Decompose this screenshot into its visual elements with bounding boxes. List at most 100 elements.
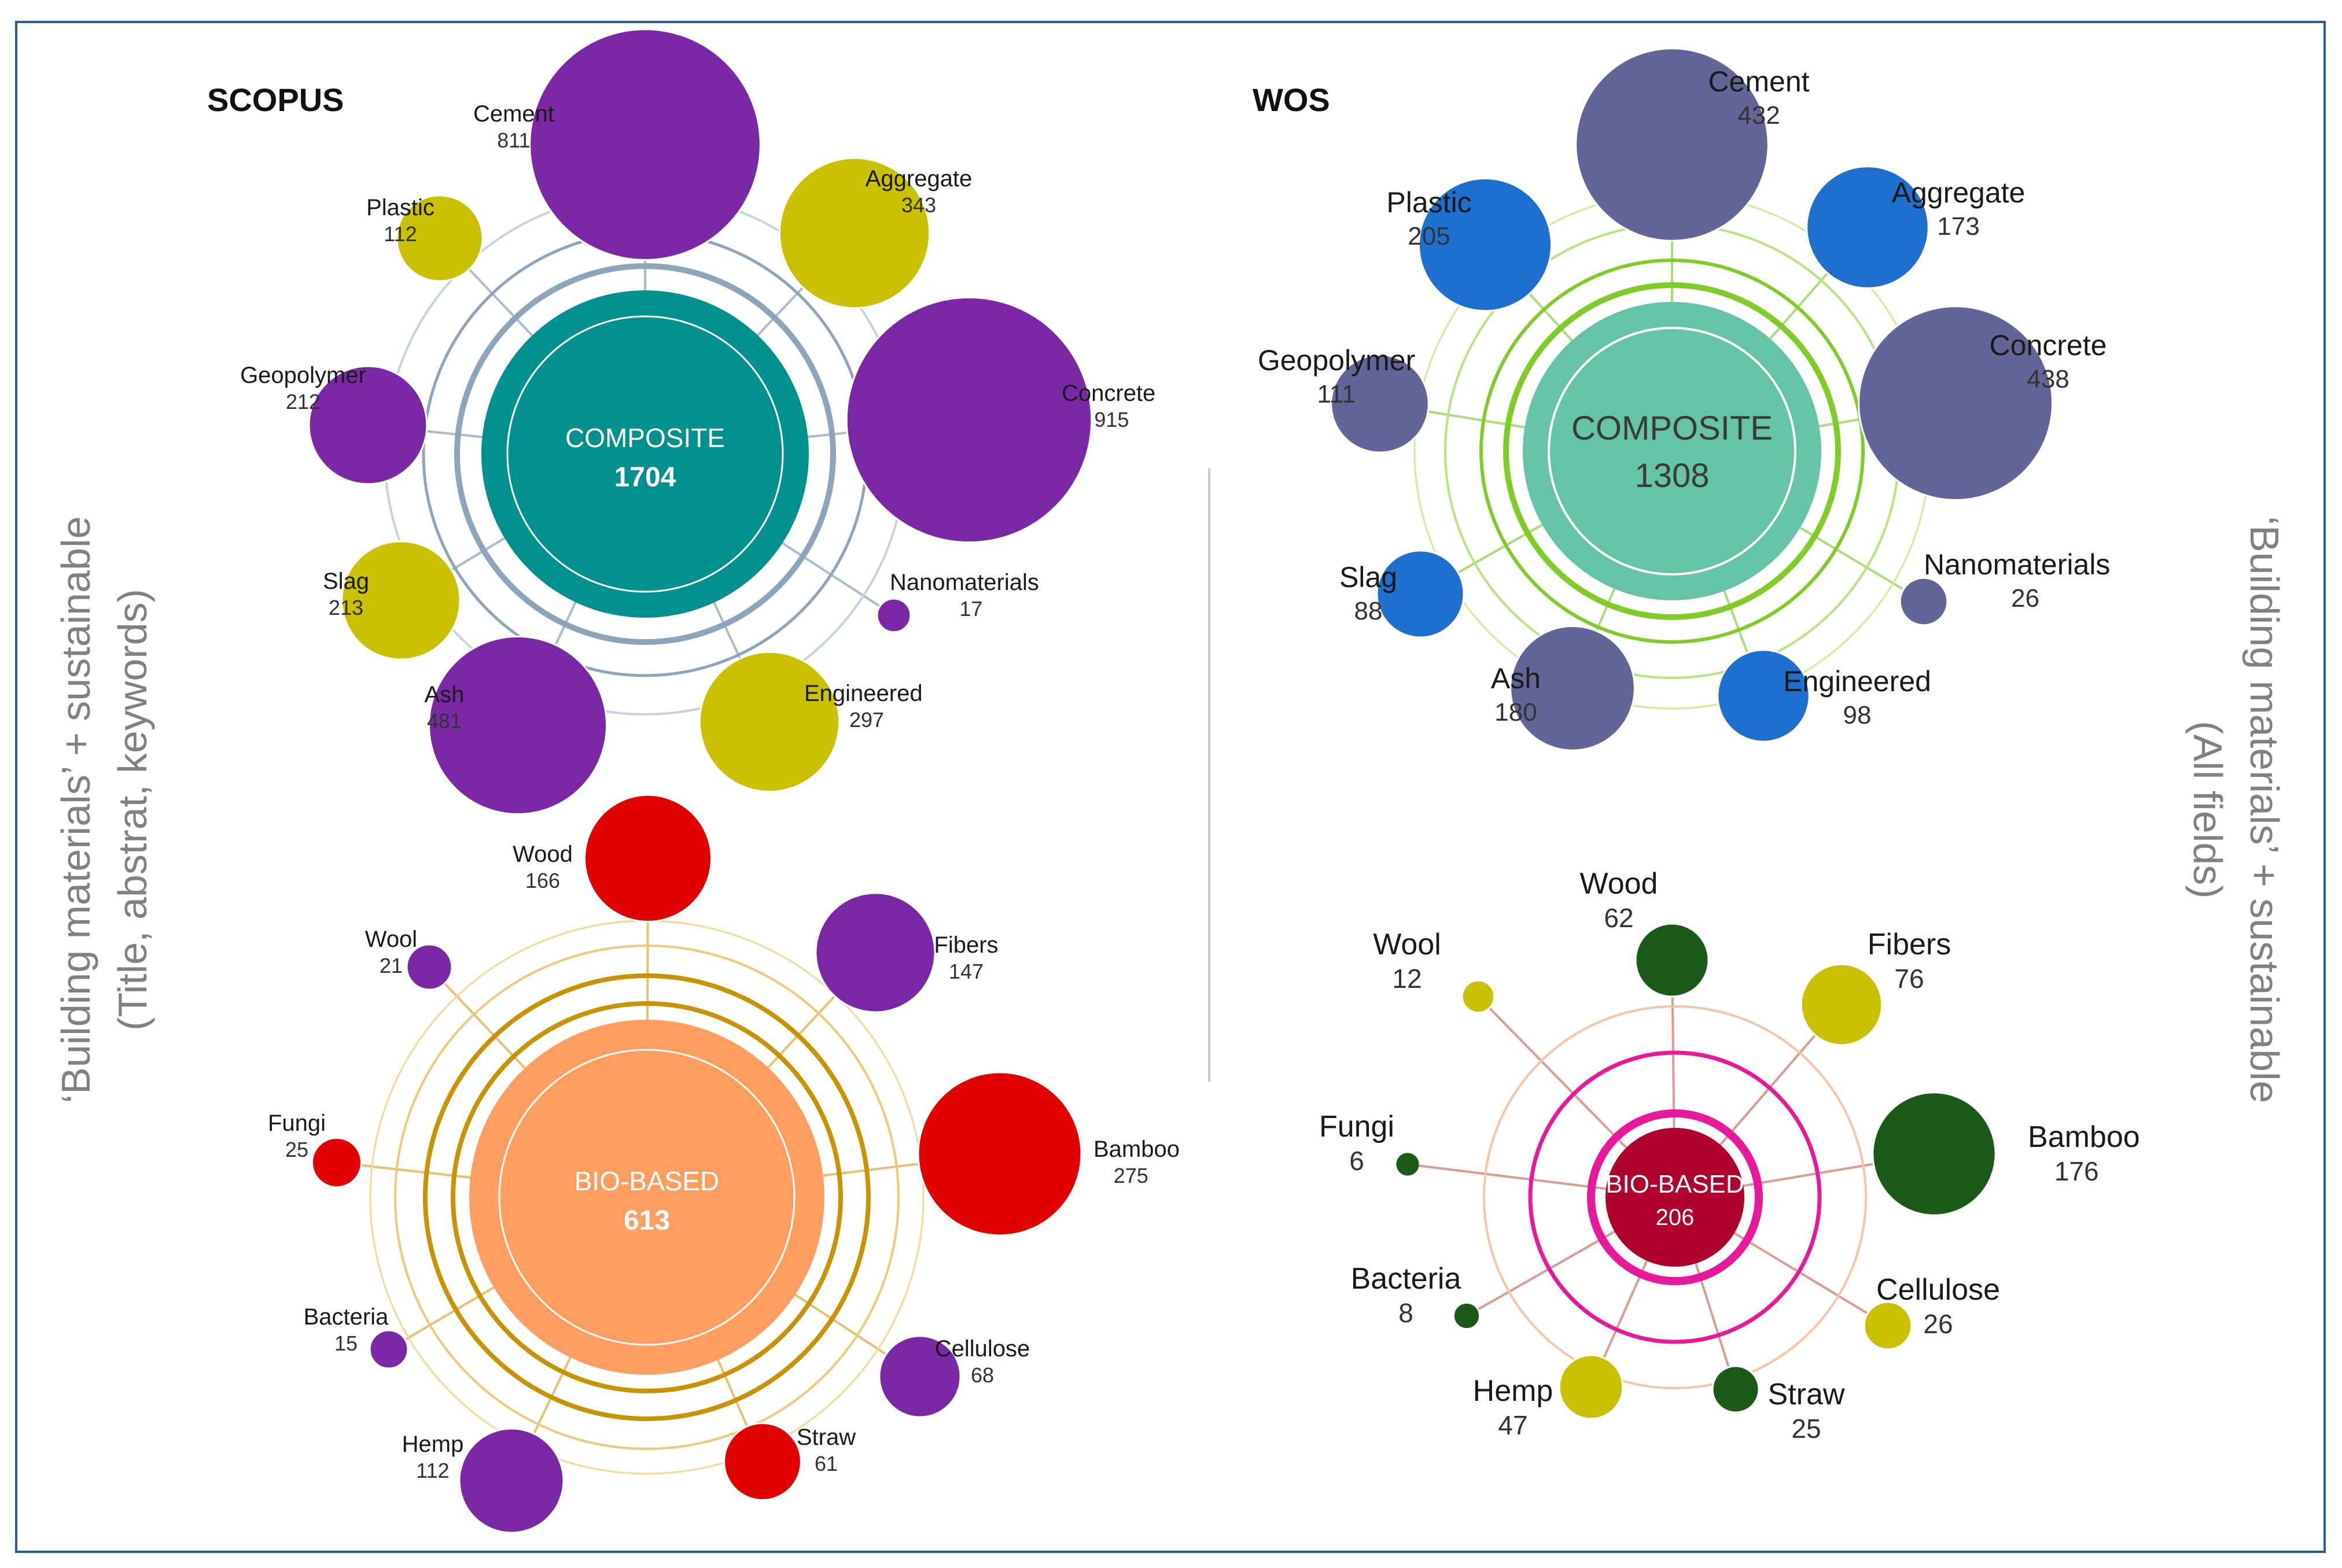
node-label-bamboo: Bamboo: [2028, 1120, 2140, 1154]
node-value-bacteria: 8: [1398, 1298, 1413, 1328]
hub-circle: [469, 1020, 824, 1375]
scopus-title: SCOPUS: [207, 82, 344, 118]
node-label-fungi: Fungi: [268, 1110, 326, 1136]
orbit-ring: [1479, 259, 1865, 644]
node-cement: [529, 28, 761, 261]
node-cellulose: [1863, 1301, 1913, 1351]
node-concrete: [845, 296, 1093, 544]
node-label-engineered: Engineered: [1783, 665, 1931, 698]
node-label-fibers: Fibers: [934, 932, 998, 958]
node-straw: [1711, 1365, 1760, 1414]
left-side-label-line2: (Title, abstrat, keywords): [110, 589, 155, 1031]
node-value-slag: 88: [1354, 597, 1383, 625]
node-label-engineered: Engineered: [804, 681, 923, 706]
node-label-cement: Cement: [1708, 65, 1809, 98]
node-value-slag: 213: [329, 596, 363, 619]
node-plastic: [1417, 177, 1553, 312]
hub-circle: [481, 290, 809, 618]
node-slag: [1376, 549, 1465, 639]
right-side-label-line2: (All fields): [2185, 721, 2230, 898]
wos-title: WOS: [1253, 82, 1330, 118]
node-fungi: [1396, 1153, 1419, 1176]
node-geopolymer: [308, 365, 428, 485]
hub-circle: [1605, 1128, 1744, 1267]
node-label-ash: Ash: [1491, 662, 1541, 695]
node-fibers: [1800, 963, 1883, 1046]
node-wool: [406, 943, 453, 991]
left-side-label-line1: ‘Building materials’ + sustainable: [53, 516, 98, 1104]
node-value-cement: 811: [497, 128, 530, 152]
node-value-aggregate: 173: [1937, 212, 1979, 241]
node-label-wood: Wood: [1580, 867, 1658, 901]
node-label-ash: Ash: [425, 682, 465, 707]
hub-inner-ring: [506, 315, 784, 593]
node-engineered: [1717, 649, 1810, 743]
node-value-fibers: 76: [1894, 964, 1924, 994]
node-value-plastic: 205: [1408, 222, 1450, 250]
hub-value: 613: [624, 1205, 670, 1236]
node-aggregate: [1806, 165, 1929, 289]
node-label-wool: Wool: [1373, 928, 1441, 961]
node-value-engineered: 297: [849, 708, 884, 732]
node-value-straw: 61: [815, 1452, 838, 1475]
node-label-bacteria: Bacteria: [304, 1304, 389, 1330]
right-side-label: ‘Building materials’ + sustainable (All …: [2185, 516, 2287, 1104]
node-bamboo: [917, 1071, 1082, 1237]
node-wood: [1634, 923, 1710, 998]
orbit-ring: [1528, 1050, 1822, 1344]
node-value-plastic: 112: [384, 222, 417, 246]
node-label-bacteria: Bacteria: [1351, 1262, 1461, 1296]
hub-value: 1704: [614, 462, 676, 493]
node-concrete: [1858, 305, 2053, 501]
node-bamboo: [1872, 1091, 1997, 1216]
node-value-ash: 481: [427, 709, 462, 733]
left-side-label: ‘Building materials’ + sustainable (Titl…: [53, 516, 155, 1104]
node-ash: [428, 635, 608, 816]
node-label-fibers: Fibers: [1868, 928, 1951, 961]
node-label-aggregate: Aggregate: [866, 166, 973, 191]
orbit-ring: [451, 1001, 843, 1393]
node-bacteria: [369, 1329, 409, 1370]
node-value-aggregate: 343: [901, 193, 936, 217]
wos-composite-network: COMPOSITE 1308 Cement 432 Aggregate 173 Concre…: [1258, 47, 2110, 751]
node-value-bacteria: 15: [334, 1331, 358, 1355]
node-value-geopolymer: 212: [286, 390, 321, 414]
node-value-ash: 180: [1494, 698, 1537, 726]
node-label-cement: Cement: [473, 101, 554, 127]
node-aggregate: [778, 157, 931, 309]
node-label-cellulose: Cellulose: [935, 1336, 1030, 1362]
node-value-bamboo: 176: [2054, 1156, 2099, 1186]
node-label-geopolymer: Geopolymer: [240, 363, 366, 388]
node-value-geopolymer: 111: [1317, 380, 1356, 408]
hub-value: 206: [1656, 1205, 1695, 1230]
node-nanomaterials: [876, 597, 912, 633]
node-value-cellulose: 68: [971, 1363, 994, 1387]
node-value-straw: 25: [1791, 1414, 1821, 1444]
node-value-engineered: 98: [1843, 701, 1872, 729]
node-value-wood: 62: [1604, 903, 1633, 933]
node-value-hemp: 112: [416, 1459, 449, 1482]
node-label-wood: Wood: [513, 842, 573, 867]
node-value-nanomaterials: 26: [2011, 584, 2039, 613]
hub-inner-ring: [498, 1049, 796, 1346]
node-label-straw: Straw: [1768, 1378, 1845, 1411]
node-value-wood: 166: [525, 869, 560, 892]
node-hemp: [1558, 1354, 1624, 1420]
node-value-cement: 432: [1737, 101, 1780, 130]
hub-label: BIO-BASED: [575, 1166, 720, 1196]
node-label-slag: Slag: [323, 569, 369, 594]
node-engineered: [698, 651, 841, 793]
node-label-nanomaterials: Nanomaterials: [890, 570, 1039, 595]
orbit-ring: [1503, 282, 1841, 620]
node-wool: [1461, 979, 1496, 1014]
hub-label: BIO-BASED: [1605, 1170, 1744, 1198]
node-label-aggregate: Aggregate: [1892, 176, 2026, 209]
node-hemp: [458, 1427, 565, 1534]
node-geopolymer: [1330, 354, 1430, 453]
node-value-fungi: 25: [285, 1138, 308, 1161]
node-wood: [583, 794, 713, 923]
node-label-hemp: Hemp: [1473, 1374, 1553, 1408]
node-nanomaterials: [1899, 577, 1949, 626]
